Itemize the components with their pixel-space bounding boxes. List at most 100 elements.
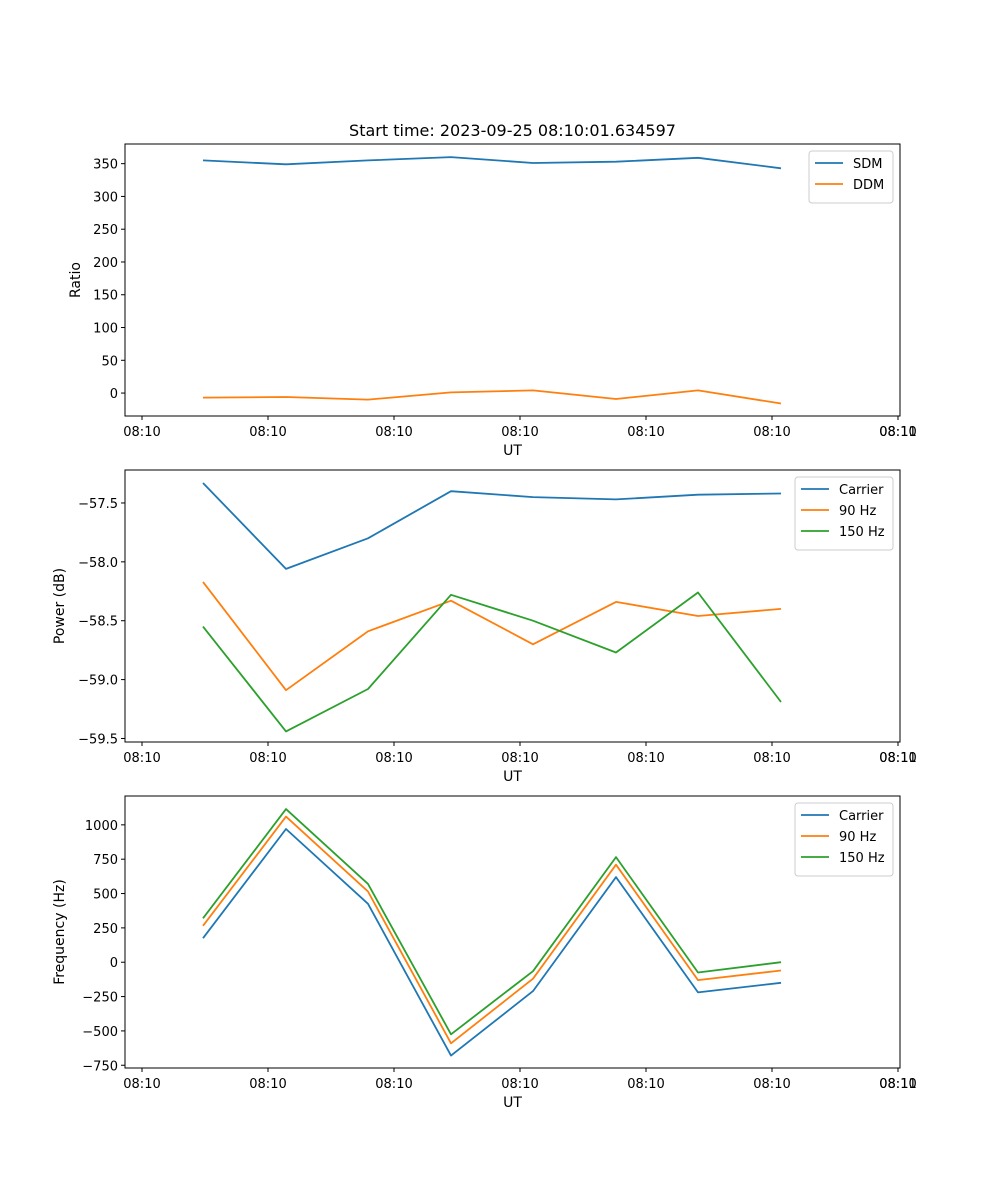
data-point — [779, 607, 783, 611]
series-line — [202, 156, 782, 170]
y-tick-label: 250 — [93, 922, 118, 937]
y-tick-label: −58.0 — [78, 556, 118, 571]
y-tick-label: 100 — [93, 322, 118, 337]
data-point — [201, 936, 205, 940]
data-point — [284, 729, 288, 733]
data-point — [366, 536, 370, 540]
data-point — [366, 687, 370, 691]
data-point — [614, 855, 618, 859]
series-carrier — [201, 481, 782, 570]
y-tick-label: −750 — [82, 1059, 118, 1074]
legend-label: Carrier — [839, 809, 884, 824]
legend-label: Carrier — [839, 483, 884, 498]
x-axis-label: UT — [503, 1095, 522, 1111]
data-point — [696, 971, 700, 975]
x-tick-label: 08:10 — [879, 751, 916, 766]
y-tick-label: 300 — [93, 190, 118, 205]
data-point — [531, 977, 535, 981]
y-axis-label: Power (dB) — [52, 568, 68, 644]
x-tick-label: 08:10 — [249, 751, 286, 766]
x-tick-label: 08:10 — [123, 751, 160, 766]
x-tick-label: 08:10 — [753, 1077, 790, 1092]
data-point — [779, 969, 783, 973]
data-point — [449, 1032, 453, 1036]
y-axis-label: Ratio — [68, 262, 84, 298]
legend: Carrier 90 Hz 150 Hz — [794, 802, 894, 877]
y-tick-label: 250 — [93, 223, 118, 238]
x-tick-label: 08:10 — [753, 425, 790, 440]
axes-frame — [124, 143, 901, 417]
legend-label: SDM — [853, 157, 882, 172]
data-point — [449, 390, 453, 394]
x-axis-label: UT — [503, 769, 522, 785]
y-tick-label: 50 — [101, 354, 118, 369]
series-150-hz — [201, 591, 783, 733]
data-point — [614, 863, 618, 867]
series-150-hz — [201, 807, 783, 1036]
series-sdm — [202, 155, 783, 170]
x-tick-label: 08:10 — [627, 1077, 664, 1092]
series-line — [202, 828, 782, 1057]
data-point — [779, 981, 783, 985]
data-point — [696, 493, 700, 497]
data-point — [696, 978, 700, 982]
y-tick-label: −59.5 — [78, 732, 118, 747]
data-point — [284, 827, 288, 831]
data-point — [449, 1041, 453, 1045]
y-tick-label: 0 — [110, 387, 118, 402]
data-point — [779, 166, 783, 170]
data-point — [696, 990, 700, 994]
series-ddm — [201, 388, 782, 405]
legend-label: DDM — [853, 178, 884, 193]
data-point — [614, 875, 618, 879]
x-tick-label: 08:10 — [879, 425, 916, 440]
y-axis-label: Frequency (Hz) — [52, 879, 68, 985]
x-tick-label: 08:10 — [375, 1077, 412, 1092]
data-point — [201, 916, 205, 920]
data-point — [614, 160, 618, 164]
legend-label: 150 Hz — [839, 851, 885, 866]
legend: SDM DDM — [808, 150, 894, 204]
y-tick-label: 150 — [93, 289, 118, 304]
x-axis-label: UT — [503, 443, 522, 459]
legend-label: 150 Hz — [839, 525, 885, 540]
data-point — [284, 395, 288, 399]
data-point — [366, 629, 370, 633]
y-tick-label: 1000 — [85, 819, 118, 834]
series-90-hz — [201, 580, 783, 692]
data-point — [696, 156, 700, 160]
data-point — [366, 398, 370, 402]
data-point — [449, 155, 453, 159]
data-point — [614, 397, 618, 401]
data-point — [201, 396, 205, 400]
data-point — [531, 619, 535, 623]
data-point — [449, 489, 453, 493]
chart-title: Start time: 2023-09-25 08:10:01.634597 — [349, 121, 676, 140]
data-point — [779, 960, 783, 964]
data-point — [201, 625, 205, 629]
x-tick-label: 08:11 — [879, 425, 916, 440]
subplot-1: Start time: 2023-09-25 08:10:01.634597 08… — [68, 121, 917, 459]
y-tick-label: −59.0 — [78, 674, 118, 689]
data-point — [779, 700, 783, 704]
data-point — [696, 388, 700, 392]
y-tick-label: −58.5 — [78, 615, 118, 630]
data-point — [284, 807, 288, 811]
y-tick-label: −500 — [82, 1025, 118, 1040]
data-point — [449, 593, 453, 597]
x-tick-label: 08:10 — [627, 751, 664, 766]
data-point — [366, 882, 370, 886]
y-tick-label: 750 — [93, 853, 118, 868]
data-point — [696, 614, 700, 618]
x-tick-label: 08:10 — [123, 425, 160, 440]
legend-box — [808, 150, 894, 204]
axes-frame — [124, 795, 901, 1069]
data-point — [201, 580, 205, 584]
y-tick-label: 500 — [93, 888, 118, 903]
data-point — [201, 481, 205, 485]
data-point — [696, 591, 700, 595]
data-point — [366, 158, 370, 162]
x-tick-label: 08:10 — [375, 751, 412, 766]
legend-label: 90 Hz — [839, 504, 876, 519]
data-point — [284, 815, 288, 819]
